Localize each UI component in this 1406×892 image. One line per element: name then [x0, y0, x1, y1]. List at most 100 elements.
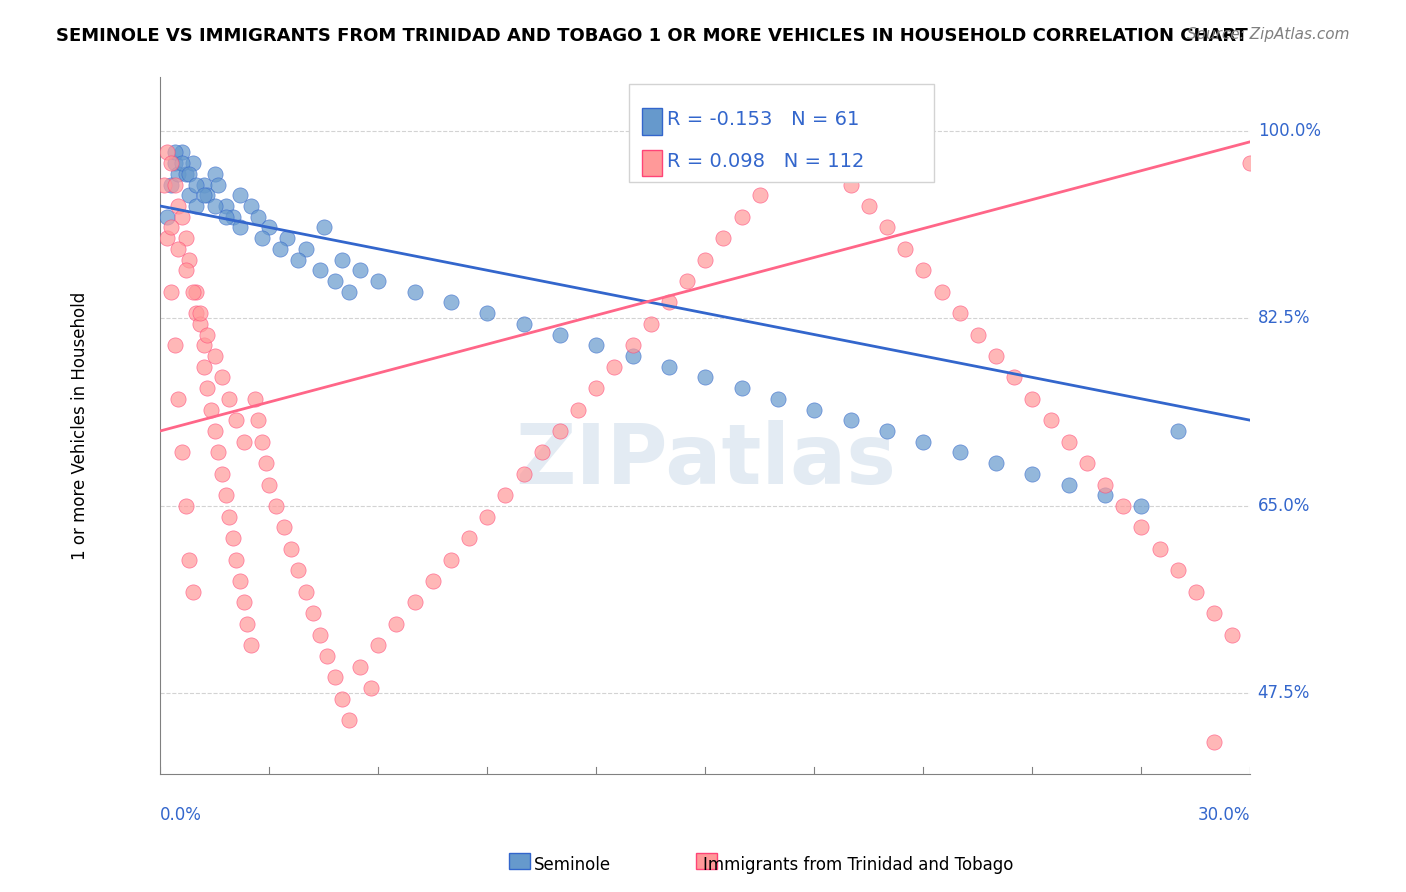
Point — [211, 370, 233, 384]
Point — [1167, 424, 1189, 438]
Point — [477, 306, 499, 320]
Point — [207, 445, 229, 459]
Text: R = 0.098   N = 112: R = 0.098 N = 112 — [666, 152, 865, 170]
Point — [204, 424, 226, 438]
Point — [156, 210, 179, 224]
Point — [1076, 456, 1098, 470]
Point — [214, 199, 236, 213]
Point — [440, 552, 463, 566]
Point — [1220, 627, 1243, 641]
Point — [247, 413, 270, 427]
Point — [1094, 488, 1116, 502]
Point — [188, 317, 211, 331]
Point — [713, 231, 735, 245]
Text: Immigrants from Trinidad and Tobago: Immigrants from Trinidad and Tobago — [703, 856, 1014, 874]
Point — [330, 691, 353, 706]
Point — [548, 424, 571, 438]
Point — [186, 306, 208, 320]
Point — [218, 509, 240, 524]
Point — [179, 252, 201, 267]
Point — [367, 274, 389, 288]
Point — [323, 274, 346, 288]
Point — [1239, 156, 1261, 170]
Point — [360, 681, 382, 695]
Bar — [509, 853, 530, 869]
Point — [1149, 541, 1171, 556]
Point — [280, 541, 302, 556]
Point — [367, 638, 389, 652]
Text: 0.0%: 0.0% — [160, 805, 202, 824]
Point — [337, 285, 360, 299]
Point — [243, 392, 266, 406]
Point — [385, 616, 408, 631]
Point — [156, 145, 179, 160]
Point — [585, 381, 607, 395]
FancyBboxPatch shape — [628, 85, 934, 182]
Point — [222, 210, 245, 224]
Point — [404, 595, 426, 609]
Point — [236, 616, 259, 631]
Point — [309, 263, 332, 277]
Point — [567, 402, 589, 417]
Point — [163, 338, 186, 352]
Point — [621, 338, 644, 352]
Bar — [696, 853, 717, 869]
Point — [204, 167, 226, 181]
Point — [174, 167, 197, 181]
Point — [766, 392, 789, 406]
Point — [839, 413, 862, 427]
Point — [422, 574, 444, 588]
Point — [585, 338, 607, 352]
Point — [349, 263, 371, 277]
Point — [167, 199, 190, 213]
Point — [301, 606, 323, 620]
Point — [186, 285, 208, 299]
Point — [287, 252, 309, 267]
Point — [174, 263, 197, 277]
Point — [167, 242, 190, 256]
Text: Seminole: Seminole — [534, 856, 612, 874]
Point — [204, 199, 226, 213]
Point — [676, 274, 699, 288]
Point — [695, 252, 717, 267]
Text: 100.0%: 100.0% — [1258, 122, 1320, 140]
Point — [225, 413, 247, 427]
Point — [323, 670, 346, 684]
Point — [640, 317, 662, 331]
Point — [181, 285, 204, 299]
Point — [949, 306, 972, 320]
Point — [984, 456, 1007, 470]
Point — [160, 220, 183, 235]
Point — [1057, 477, 1080, 491]
Point — [1167, 563, 1189, 577]
Point — [193, 178, 215, 192]
Point — [730, 210, 752, 224]
Point — [229, 220, 252, 235]
Point — [1002, 370, 1025, 384]
Point — [530, 445, 553, 459]
Point — [477, 509, 499, 524]
Point — [548, 327, 571, 342]
Point — [218, 392, 240, 406]
Point — [512, 467, 534, 481]
Point — [658, 295, 681, 310]
Point — [163, 178, 186, 192]
Point — [821, 156, 844, 170]
Point — [232, 595, 254, 609]
Text: SEMINOLE VS IMMIGRANTS FROM TRINIDAD AND TOBAGO 1 OR MORE VEHICLES IN HOUSEHOLD : SEMINOLE VS IMMIGRANTS FROM TRINIDAD AND… — [56, 27, 1249, 45]
Point — [163, 145, 186, 160]
Point — [247, 210, 270, 224]
Point — [894, 242, 917, 256]
Text: 1 or more Vehicles in Household: 1 or more Vehicles in Household — [72, 292, 89, 560]
Point — [912, 263, 935, 277]
Point — [512, 317, 534, 331]
Point — [1021, 392, 1043, 406]
Point — [876, 424, 898, 438]
Point — [312, 220, 335, 235]
Point — [197, 381, 219, 395]
Bar — [643, 150, 662, 177]
Point — [269, 242, 291, 256]
Point — [197, 188, 219, 202]
Point — [309, 627, 332, 641]
Point — [207, 178, 229, 192]
